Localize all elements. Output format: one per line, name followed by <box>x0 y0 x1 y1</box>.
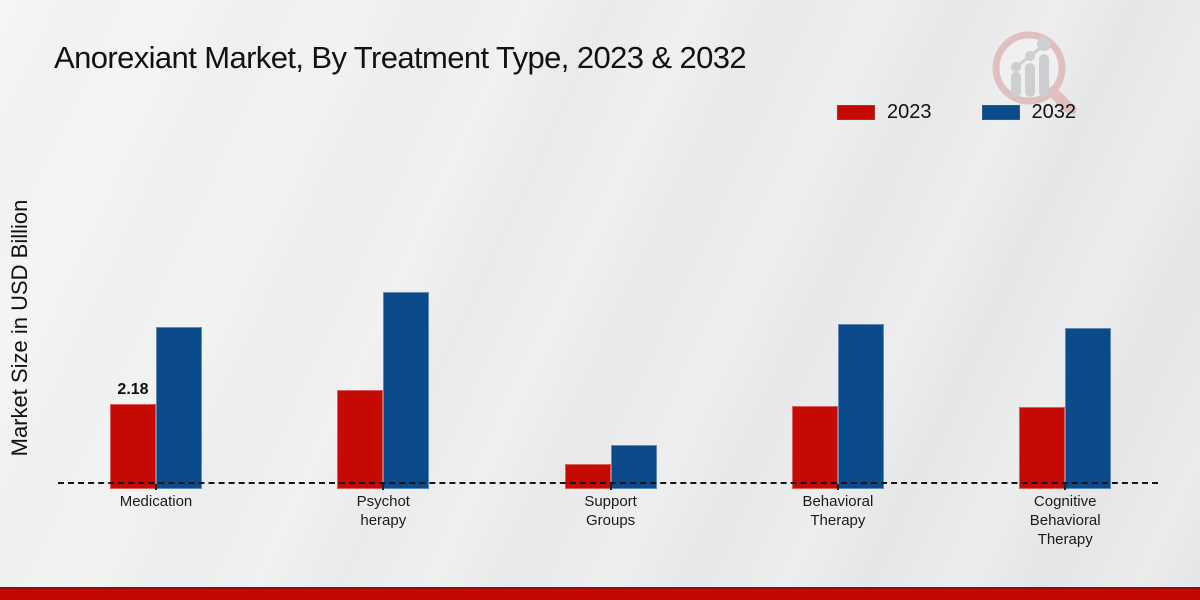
legend-label-2023: 2023 <box>887 101 932 123</box>
bar-2032-support-groups <box>610 445 657 489</box>
bar-2032-medication <box>156 327 202 489</box>
bar-2032-behavioral-therapy <box>837 324 884 489</box>
bar-2023-cognitive-behavioral-therapy <box>1019 407 1066 489</box>
x-axis-label-psychotherapy: Psychot herapy <box>356 493 410 529</box>
bar-2023-psychotherapy <box>337 390 384 489</box>
bar-2032-cognitive-behavioral-therapy <box>1065 328 1112 489</box>
bar-2023-behavioral-therapy <box>791 406 838 489</box>
bar-2023-support-groups <box>564 464 611 489</box>
legend-swatch-2023 <box>837 105 875 120</box>
footer-accent-strip <box>0 587 1200 600</box>
x-axis-tick-support-groups <box>609 484 612 490</box>
x-axis-tick-behavioral-therapy <box>836 484 839 490</box>
x-axis-tick-medication <box>155 484 157 490</box>
legend-swatch-2032 <box>981 105 1020 120</box>
legend-label-2032: 2032 <box>1031 101 1077 123</box>
magnifier-bar-chart-logo-icon <box>992 31 1077 114</box>
x-axis-tick-cognitive-behavioral-therapy <box>1064 484 1067 490</box>
x-axis-label-medication: Medication <box>119 493 193 510</box>
bar-2023-medication <box>110 404 156 489</box>
bar-2032-psychotherapy <box>383 292 430 489</box>
x-axis-label-cognitive-behavioral-therapy: Cognitive Behavioral Therapy <box>1029 493 1101 548</box>
x-axis-tick-psychotherapy <box>382 484 385 490</box>
bar-value-label: 2.18 <box>117 381 149 398</box>
x-axis-label-behavioral-therapy: Behavioral Therapy <box>802 493 874 529</box>
legend-item-2023: 2023 <box>837 101 932 124</box>
x-axis-baseline <box>58 482 1158 484</box>
chart-title: Anorexiant Market, By Treatment Type, 20… <box>54 40 747 75</box>
legend-item-2032: 2032 <box>981 101 1077 124</box>
legend: 2023 2032 <box>837 101 1076 124</box>
x-axis-label-support-groups: Support Groups <box>584 493 637 529</box>
